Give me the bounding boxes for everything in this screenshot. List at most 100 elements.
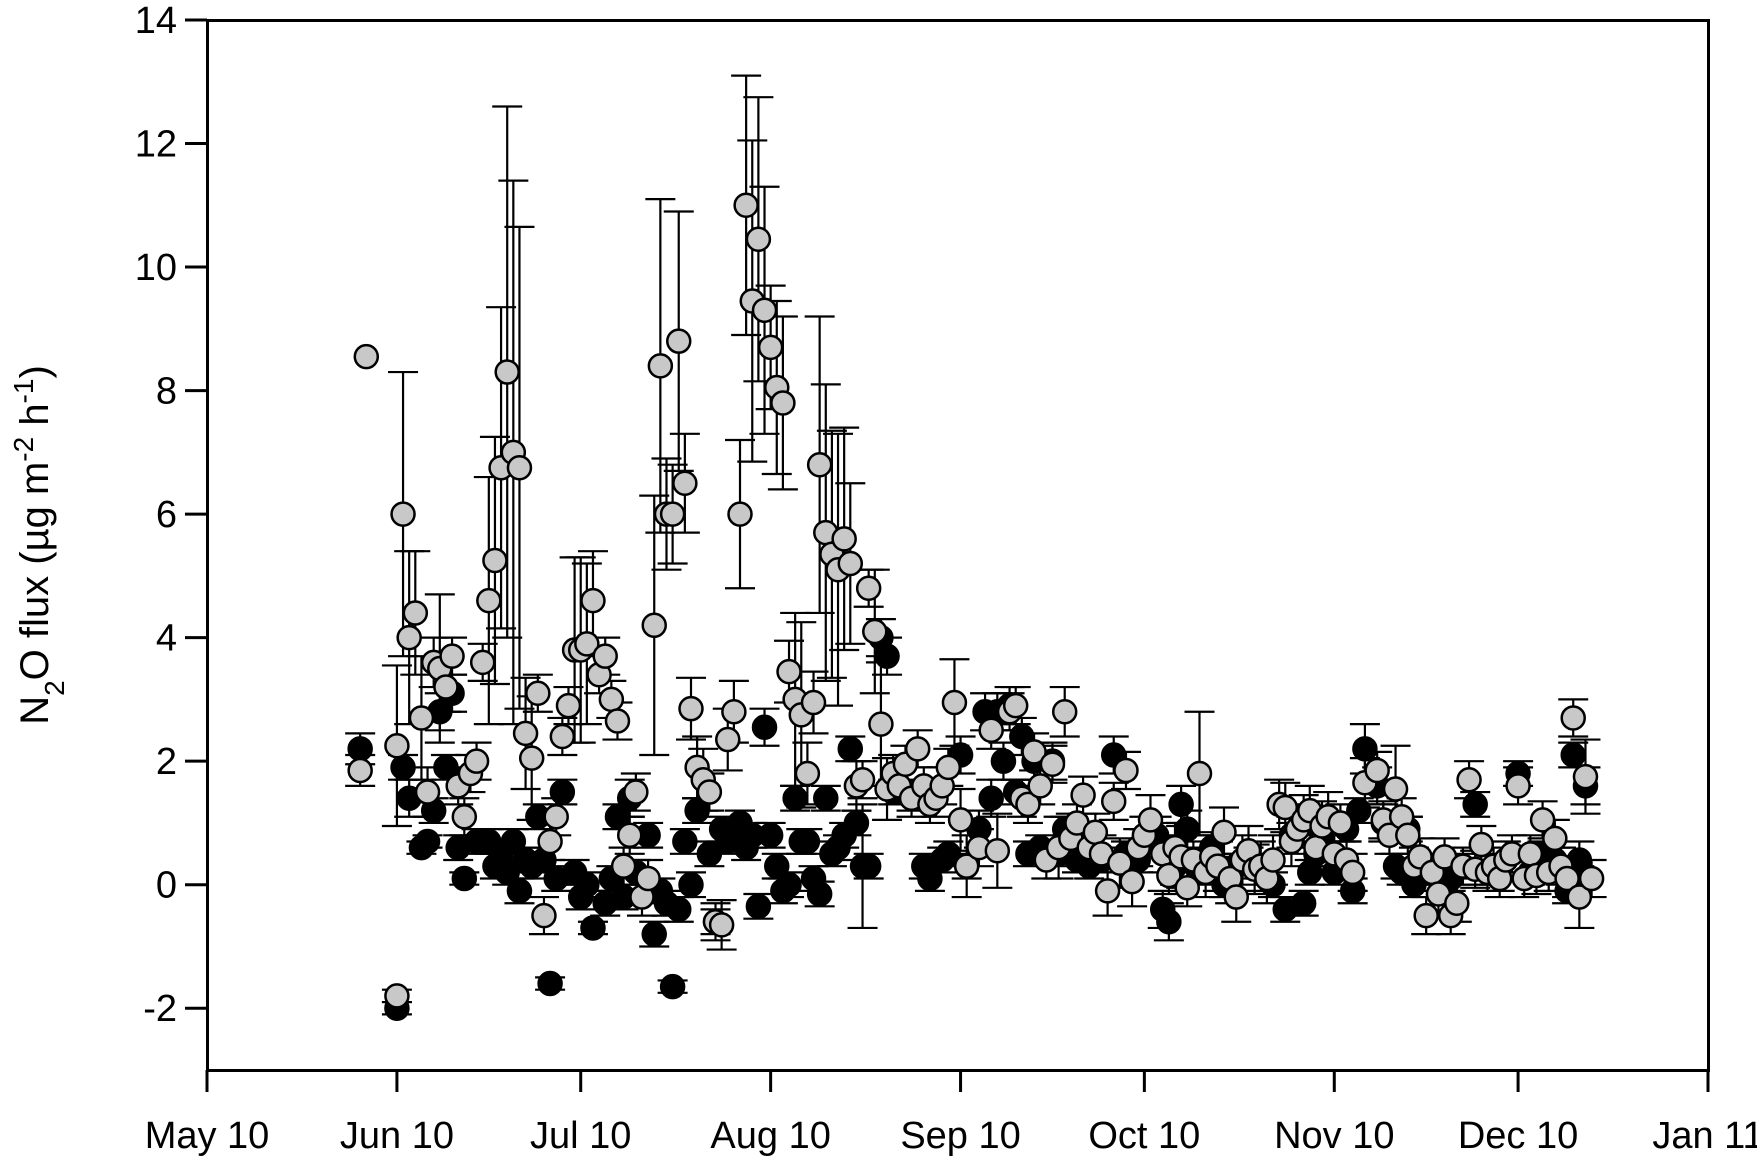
data-point-light — [494, 359, 520, 385]
data-point-dark — [990, 748, 1017, 774]
plot-frame — [206, 19, 1710, 1072]
data-point-light — [794, 760, 821, 787]
data-point-dark — [1174, 816, 1200, 842]
data-point-light — [1554, 865, 1580, 892]
data-point-light — [482, 547, 508, 574]
data-point-light — [659, 501, 686, 527]
data-point-light — [751, 297, 778, 324]
data-point-light — [531, 902, 557, 929]
data-point-light — [1094, 878, 1121, 904]
data-point-light — [1572, 763, 1599, 790]
data-point-light — [402, 600, 429, 626]
data-point-light — [647, 353, 674, 379]
data-point-light — [469, 649, 496, 676]
data-point-light — [610, 853, 637, 879]
data-point-dark — [806, 881, 833, 907]
data-point-dark — [696, 841, 723, 867]
data-point-dark — [641, 921, 667, 947]
data-point-dark — [580, 915, 606, 941]
data-point-light — [549, 723, 576, 750]
data-point-light — [1137, 807, 1164, 833]
data-point-light — [745, 226, 772, 253]
data-point-dark — [665, 896, 692, 923]
data-point-light — [555, 692, 582, 719]
data-point-light — [849, 766, 876, 793]
data-point-light — [641, 612, 667, 639]
data-point-dark — [935, 841, 962, 867]
data-point-light — [1186, 760, 1213, 787]
data-point-dark — [433, 754, 459, 781]
data-point-light — [941, 689, 968, 716]
data-point-light — [1395, 822, 1421, 849]
data-point-light — [776, 658, 802, 685]
data-point-light — [1505, 773, 1531, 799]
data-point-dark — [574, 871, 600, 898]
data-point-light — [1107, 850, 1133, 876]
x-tick-label: Aug 10 — [710, 1115, 830, 1157]
x-tick-label: May 10 — [145, 1115, 270, 1157]
data-point-light — [1156, 862, 1182, 889]
data-markers — [347, 192, 1605, 1021]
data-point-light — [800, 689, 827, 716]
data-point-light — [1223, 884, 1250, 910]
data-point-light — [1542, 825, 1568, 852]
data-point-light — [1260, 847, 1286, 873]
data-point-light — [1051, 699, 1078, 725]
x-axis: May 10 Jun 10 Jul 10 Aug 10 Sep 10 Oct 10 Nov … — [145, 1070, 1757, 1157]
data-point-light — [868, 711, 894, 737]
data-point-light — [623, 779, 649, 805]
data-point-light — [598, 686, 625, 713]
data-point-light — [1174, 875, 1200, 901]
data-point-light — [1456, 766, 1482, 793]
data-point-light — [537, 828, 563, 855]
data-point-dark — [978, 785, 1004, 811]
data-point-light — [604, 708, 631, 734]
data-point-light — [1272, 794, 1299, 821]
y-tick-label: 14 — [135, 0, 177, 42]
data-point-light — [574, 631, 600, 657]
data-point-light — [1100, 788, 1127, 815]
data-point-light — [855, 575, 882, 601]
y-tick-label: 4 — [156, 618, 177, 660]
data-point-dark — [1290, 890, 1317, 916]
data-point-dark — [347, 736, 373, 762]
data-point-light — [1082, 819, 1109, 845]
y-tick-label: 6 — [156, 494, 177, 536]
x-tick-label: Jun 10 — [340, 1115, 454, 1157]
data-point-light — [1566, 884, 1593, 910]
data-point-light — [984, 837, 1011, 864]
data-point-dark — [604, 804, 631, 830]
data-point-light — [463, 748, 490, 774]
x-tick-label: Dec 10 — [1458, 1115, 1578, 1157]
data-point-light — [525, 680, 551, 706]
data-point-light — [1070, 782, 1096, 808]
data-point-dark — [678, 871, 704, 898]
data-point-light — [770, 390, 796, 416]
data-point-light — [665, 328, 692, 354]
data-point-light — [678, 695, 704, 722]
data-point-light — [904, 736, 931, 762]
data-point-dark — [537, 970, 563, 997]
data-point-light — [592, 643, 618, 669]
data-point-light — [1517, 841, 1544, 867]
data-point-dark — [917, 865, 943, 892]
data-point-dark — [813, 785, 839, 811]
data-point-dark — [1156, 909, 1182, 935]
data-point-light — [1113, 757, 1139, 784]
data-point-dark — [751, 714, 778, 740]
data-point-dark — [843, 810, 870, 836]
data-point-light — [1364, 757, 1390, 784]
data-point-light — [708, 912, 735, 938]
y-tick-label: -2 — [143, 988, 177, 1030]
data-point-light — [953, 853, 980, 879]
data-point-light — [506, 455, 533, 481]
data-point-light — [1578, 865, 1605, 892]
data-point-light — [1529, 807, 1556, 833]
data-point-dark — [659, 973, 686, 1000]
data-point-light — [1339, 859, 1366, 886]
data-point-dark — [745, 893, 772, 920]
data-point-light — [721, 699, 747, 725]
data-point-light — [837, 550, 864, 577]
data-point-light — [696, 779, 723, 805]
y-tick-label: 12 — [135, 124, 177, 166]
